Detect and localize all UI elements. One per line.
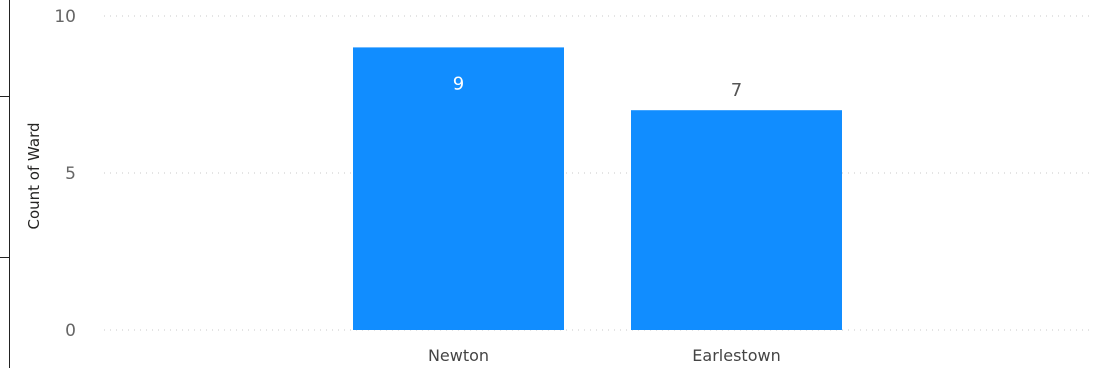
bars [353, 47, 842, 331]
y-tick-label: 5 [65, 164, 76, 184]
data-label: 9 [453, 73, 464, 94]
data-label: 7 [731, 80, 742, 101]
bar-newton [353, 47, 564, 331]
bar-earlestown [631, 110, 842, 330]
visual-border-line [9, 0, 10, 368]
visual-border-tick [0, 257, 9, 258]
x-tick-label: Earlestown [692, 346, 780, 365]
x-tick-label: Newton [428, 346, 489, 365]
y-tick-label: 10 [54, 7, 76, 27]
y-tick-label: 0 [65, 321, 76, 341]
y-axis-ticks: 0 5 10 [54, 7, 76, 341]
x-axis-ticks: Newton Earlestown [428, 346, 781, 365]
visual-border-tick [0, 96, 9, 97]
gridlines [104, 15, 1090, 331]
